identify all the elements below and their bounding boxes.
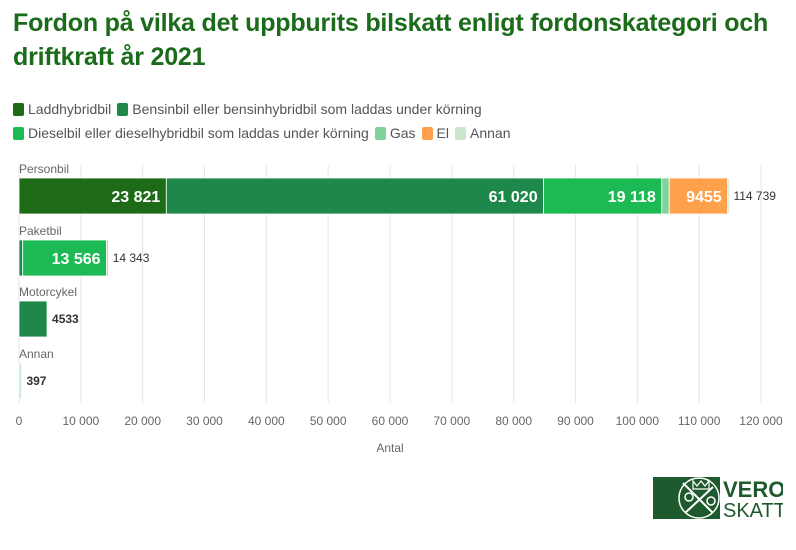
bar-segment[interactable] — [661, 177, 670, 215]
legend-swatch — [455, 127, 466, 140]
x-tick-label: 50 000 — [310, 414, 347, 428]
segment-value-label: 19 118 — [608, 189, 656, 206]
legend-item[interactable]: Annan — [455, 121, 510, 145]
legend-label: Laddhybridbil — [28, 101, 112, 117]
bar-segment[interactable] — [727, 177, 730, 215]
bar-segment[interactable] — [668, 177, 729, 215]
legend-label: Annan — [470, 125, 511, 141]
category-label: Annan — [19, 347, 54, 361]
legend-item[interactable]: Gas — [374, 121, 416, 145]
category-label: Personbil — [19, 162, 69, 176]
x-tick-label: 20 000 — [124, 414, 161, 428]
bar-segment[interactable] — [18, 177, 167, 215]
legend: Laddhybridbil Bensinbil eller bensinhybri… — [13, 97, 783, 145]
x-tick-label: 0 — [16, 414, 23, 428]
legend-label: Dieselbil eller dieselhybridbil som ladd… — [28, 125, 369, 141]
legend-item[interactable]: El — [421, 121, 449, 145]
category-label: Motorcykel — [19, 285, 77, 299]
legend-item[interactable]: Dieselbil eller dieselhybridbil som ladd… — [13, 121, 369, 145]
legend-item[interactable]: Bensinbil eller bensinhybridbil som ladd… — [117, 97, 482, 121]
total-label: 4533 — [52, 312, 79, 326]
bar-segment[interactable] — [165, 177, 545, 215]
x-tick-label: 120 000 — [739, 414, 783, 428]
segment-value-label: 9455 — [686, 189, 722, 206]
bar-segment[interactable] — [106, 239, 109, 277]
legend-label: Gas — [389, 125, 416, 141]
legend-swatch — [374, 127, 386, 140]
legend-swatch — [421, 127, 433, 140]
segment-value-label: 23 821 — [111, 189, 160, 206]
x-tick-label: 90 000 — [557, 414, 594, 428]
bar-segment[interactable] — [18, 300, 48, 338]
vero-skatt-logo: VERO SKATT — [653, 477, 783, 519]
legend-label: El — [436, 125, 449, 141]
logo-line2: SKATT — [723, 500, 783, 519]
total-label: 397 — [26, 374, 46, 388]
legend-item[interactable]: Laddhybridbil — [13, 97, 111, 121]
legend-swatch — [117, 103, 129, 116]
total-label: 114 739 — [733, 189, 776, 203]
logo-emblem-icon: VERO SKATT — [653, 477, 783, 519]
category-label: Paketbil — [19, 224, 62, 238]
bar-segment[interactable] — [18, 239, 24, 277]
x-tick-label: 30 000 — [186, 414, 223, 428]
x-tick-label: 60 000 — [372, 414, 409, 428]
legend-label: Bensinbil eller bensinhybridbil som ladd… — [132, 101, 482, 117]
legend-swatch — [13, 103, 24, 116]
bar-segment[interactable] — [18, 362, 22, 400]
chart-title: Fordon på vilka det uppburits bilskatt e… — [13, 9, 769, 71]
logo-line1: VERO — [723, 477, 783, 502]
x-tick-label: 100 000 — [616, 414, 660, 428]
x-axis-label: Antal — [376, 441, 403, 455]
segment-value-label: 61 020 — [489, 189, 538, 206]
x-tick-label: 40 000 — [248, 414, 285, 428]
x-tick-label: 10 000 — [62, 414, 99, 428]
x-tick-label: 110 000 — [678, 414, 721, 428]
segment-value-label: 13 566 — [52, 251, 101, 268]
chart: 0 10 000 20 000 30 000 40 000 50 000 60 000 70 … — [16, 162, 783, 455]
legend-swatch — [13, 127, 24, 140]
x-tick-label: 70 000 — [433, 414, 470, 428]
x-tick-label: 80 000 — [495, 414, 532, 428]
total-label: 14 343 — [113, 251, 150, 265]
